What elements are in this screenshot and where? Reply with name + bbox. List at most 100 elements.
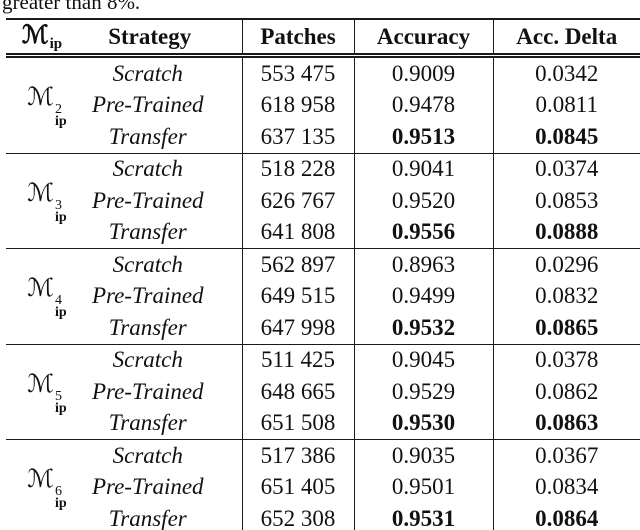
patches-cell: 618 958 <box>241 89 354 121</box>
model-subscript: ip <box>55 114 67 130</box>
table-row: Transfer 651 508 0.9530 0.0863 <box>6 407 640 440</box>
table-row: Pre-Trained 649 515 0.9499 0.0832 <box>6 280 640 312</box>
model-cell: ℳ 4 ip <box>6 248 88 344</box>
header-patches: Patches <box>241 19 354 58</box>
patches-cell: 651 405 <box>241 471 354 503</box>
strategy-cell: Transfer <box>108 314 187 340</box>
caption-text: greater than 8%. <box>2 0 141 14</box>
model-superscript: 6 <box>55 484 63 500</box>
accuracy-cell: 0.9520 <box>353 185 493 217</box>
model-subscript: ip <box>55 305 67 321</box>
table-row: Transfer 652 308 0.9531 0.0864 <box>6 503 640 530</box>
table-row: Pre-Trained 618 958 0.9478 0.0811 <box>6 89 640 121</box>
delta-cell: 0.0811 <box>492 89 640 121</box>
delta-cell: 0.0863 <box>492 407 640 440</box>
delta-cell: 0.0367 <box>492 439 640 472</box>
model-subscript: ip <box>49 36 63 52</box>
patches-cell: 511 425 <box>241 343 354 376</box>
patches-cell: 637 135 <box>241 121 354 153</box>
delta-cell: 0.0864 <box>492 503 640 530</box>
patches-cell: 517 386 <box>241 439 354 472</box>
results-table: ℳip Strategy Patches Accuracy Acc. Delta… <box>6 18 640 530</box>
model-scripts: 5 ip <box>55 388 67 416</box>
delta-cell: 0.0378 <box>492 343 640 376</box>
strategy-cell: Transfer <box>108 410 187 436</box>
strategy-cell: Transfer <box>108 219 187 245</box>
patches-cell: 518 228 <box>241 152 354 185</box>
model-superscript: 5 <box>55 388 63 404</box>
strategy-cell: Pre-Trained <box>91 283 204 309</box>
model-subscript: ip <box>55 209 67 225</box>
delta-cell: 0.0865 <box>492 312 640 344</box>
strategy-cell: Transfer <box>108 123 187 149</box>
script-m-symbol: ℳ <box>27 370 55 398</box>
script-m-symbol: ℳ <box>27 179 55 207</box>
table-row: ℳ 5 ip Scratch 511 425 0.9045 0.0378 <box>6 343 640 440</box>
model-scripts: 3 ip <box>55 197 67 225</box>
model-cell: ℳ 5 ip <box>6 343 88 440</box>
strategy-cell: Scratch <box>88 343 242 376</box>
table-row: ℳ 3 ip Scratch 518 228 0.9041 0.0374 <box>6 152 640 249</box>
patches-cell: 649 515 <box>241 280 354 312</box>
model-superscript: 2 <box>55 102 63 118</box>
table-row: ℳ 4 ip Scratch 562 897 0.8963 0.0296 <box>6 248 640 344</box>
model-scripts: 6 ip <box>55 484 67 512</box>
accuracy-cell: 0.9041 <box>353 152 493 185</box>
delta-cell: 0.0888 <box>492 216 640 249</box>
model-scripts: 4 ip <box>55 293 67 321</box>
model-subscript: ip <box>55 400 67 416</box>
accuracy-cell: 0.9530 <box>353 407 493 440</box>
script-m-symbol: ℳ <box>27 466 55 494</box>
strategy-cell: Pre-Trained <box>91 378 204 404</box>
accuracy-cell: 0.9501 <box>353 471 493 503</box>
header-strategy: Strategy <box>88 19 242 58</box>
table-row: Transfer 637 135 0.9513 0.0845 <box>6 121 640 153</box>
strategy-cell: Scratch <box>112 60 183 86</box>
delta-cell: 0.0342 <box>492 55 640 90</box>
caption-fragment-clipped: greater than 8%. <box>0 0 640 14</box>
table-row: ℳ 2 ip Scratch 553 475 0.9009 0.0342 <box>6 55 640 129</box>
patches-cell: 626 767 <box>241 185 354 217</box>
table-row: Transfer 647 998 0.9532 0.0865 <box>6 312 640 344</box>
strategy-cell: Pre-Trained <box>91 187 204 213</box>
strategy-cell: Pre-Trained <box>91 474 204 500</box>
model-cell: ℳ 2 ip <box>6 56 88 154</box>
header-model-symbol: ℳip <box>6 19 88 58</box>
script-m-symbol: ℳ <box>21 22 49 49</box>
model-superscript: 4 <box>55 293 63 309</box>
table-row: Pre-Trained 626 767 0.9520 0.0853 <box>6 185 640 217</box>
accuracy-cell: 0.9009 <box>353 55 493 90</box>
delta-cell: 0.0845 <box>492 121 640 153</box>
strategy-cell: Pre-Trained <box>91 92 204 118</box>
accuracy-cell: 0.9499 <box>353 280 493 312</box>
header-acc-delta: Acc. Delta <box>492 19 640 58</box>
script-m-symbol: ℳ <box>27 84 55 112</box>
accuracy-cell: 0.9529 <box>353 376 493 408</box>
accuracy-cell: 0.9045 <box>353 343 493 376</box>
strategy-cell: Scratch <box>88 439 242 472</box>
strategy-cell: Scratch <box>88 152 242 185</box>
accuracy-cell: 0.9035 <box>353 439 493 472</box>
patches-cell: 562 897 <box>241 248 354 281</box>
strategy-cell: Scratch <box>88 248 242 281</box>
accuracy-cell: 0.8963 <box>353 248 493 281</box>
patches-cell: 647 998 <box>241 312 354 344</box>
header-row: ℳip Strategy Patches Accuracy Acc. Delta <box>6 19 640 58</box>
table-row: ℳ 6 ip Scratch 517 386 0.9035 0.0367 <box>6 439 640 530</box>
delta-cell: 0.0862 <box>492 376 640 408</box>
model-cell: ℳ 3 ip <box>6 152 88 249</box>
table-row: Pre-Trained 648 665 0.9529 0.0862 <box>6 376 640 408</box>
script-m-symbol: ℳ <box>27 275 55 303</box>
table-row: Transfer 641 808 0.9556 0.0888 <box>6 216 640 249</box>
model-superscript: 3 <box>55 197 63 213</box>
delta-cell: 0.0853 <box>492 185 640 217</box>
model-subscript: ip <box>55 496 67 512</box>
model-cell: ℳ 6 ip <box>6 439 88 530</box>
strategy-cell: Transfer <box>108 505 187 530</box>
delta-cell: 0.0296 <box>492 248 640 281</box>
table-row: Pre-Trained 651 405 0.9501 0.0834 <box>6 471 640 503</box>
accuracy-cell: 0.9478 <box>353 89 493 121</box>
patches-cell: 553 475 <box>241 55 354 90</box>
delta-cell: 0.0834 <box>492 471 640 503</box>
